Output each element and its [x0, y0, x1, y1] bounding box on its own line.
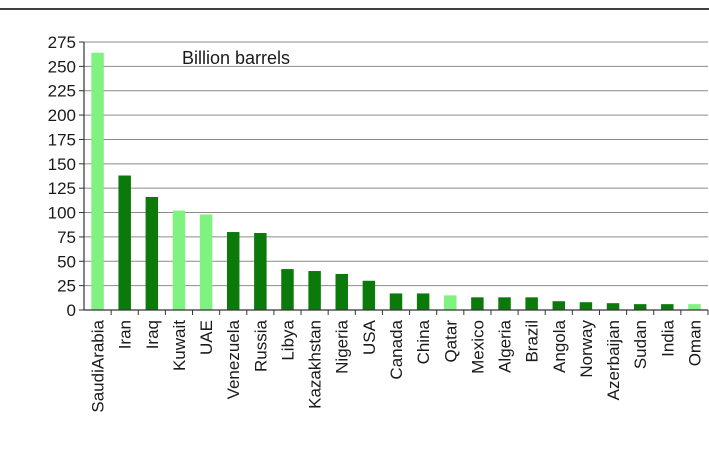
x-tick-label: Angola	[550, 319, 569, 372]
y-tick-label: 275	[48, 33, 76, 52]
x-tick-label: USA	[360, 319, 379, 355]
y-tick-label: 50	[57, 252, 76, 271]
y-tick-label: 100	[48, 204, 76, 223]
bar	[145, 196, 159, 310]
bar	[226, 232, 240, 310]
y-tick-label: 200	[48, 106, 76, 125]
x-tick-label: Azerbaijan	[604, 320, 623, 400]
x-tick-label: Libya	[278, 319, 297, 360]
bar	[254, 233, 267, 310]
bar	[444, 295, 457, 310]
x-tick-label: Sudan	[631, 320, 650, 369]
bar	[199, 214, 213, 310]
gridlines	[84, 41, 708, 287]
bar	[416, 293, 430, 310]
x-tick-label: SaudiArabia	[89, 319, 108, 412]
bar	[362, 280, 376, 310]
bar	[606, 303, 620, 310]
bar	[389, 293, 403, 310]
bar	[172, 210, 186, 310]
x-tick-label: Iraq	[143, 320, 162, 349]
y-tick-labels: 0 25 50 75 100 125 150 175 200 225 250 275	[48, 33, 76, 320]
y-tick-label: 175	[48, 130, 76, 149]
bar	[335, 273, 348, 310]
bars	[91, 52, 701, 310]
x-tick-label: Mexico	[468, 320, 487, 374]
x-tick-label: Russia	[251, 319, 270, 372]
bar	[688, 304, 701, 310]
x-tick-label: Oman	[685, 320, 704, 366]
bar	[661, 304, 674, 310]
x-tick-label: Kazakhstan	[306, 320, 325, 409]
top-rule	[0, 8, 709, 10]
bar	[308, 271, 321, 310]
x-tick-label: Canada	[387, 319, 406, 379]
y-tick-label: 75	[57, 228, 76, 247]
x-tick-label: UAE	[197, 320, 216, 355]
bar	[552, 301, 566, 310]
bar	[525, 297, 538, 310]
bar	[471, 297, 484, 310]
bar	[579, 302, 593, 310]
y-tick-label: 250	[48, 57, 76, 76]
bar	[281, 269, 294, 310]
bar	[118, 175, 131, 310]
bar	[498, 297, 511, 310]
x-tick-label: Nigeria	[333, 319, 352, 373]
y-tick-label: 225	[48, 82, 76, 101]
x-tick-label: Algeria	[496, 319, 515, 372]
x-tick-label: Venezuela	[224, 319, 243, 399]
bar	[633, 304, 647, 310]
bar	[91, 52, 104, 310]
x-tick-label: Kuwait	[170, 320, 189, 371]
axes	[79, 41, 709, 315]
y-tick-label: 150	[48, 155, 76, 174]
y-tick-label: 125	[48, 179, 76, 198]
y-tick-label: 25	[57, 277, 76, 296]
x-tick-label: India	[658, 319, 677, 356]
x-tick-label: Iran	[116, 320, 135, 349]
x-tick-label: Norway	[577, 320, 596, 378]
unit-label: Billion barrels	[182, 48, 290, 68]
x-tick-label: China	[414, 319, 433, 364]
x-tick-label: Qatar	[441, 320, 460, 363]
y-tick-label: 0	[67, 301, 76, 320]
x-tick-labels: SaudiArabia Iran Iraq Kuwait UAE Venezuela Rus…	[89, 319, 705, 412]
x-tick-label: Brazil	[523, 320, 542, 363]
